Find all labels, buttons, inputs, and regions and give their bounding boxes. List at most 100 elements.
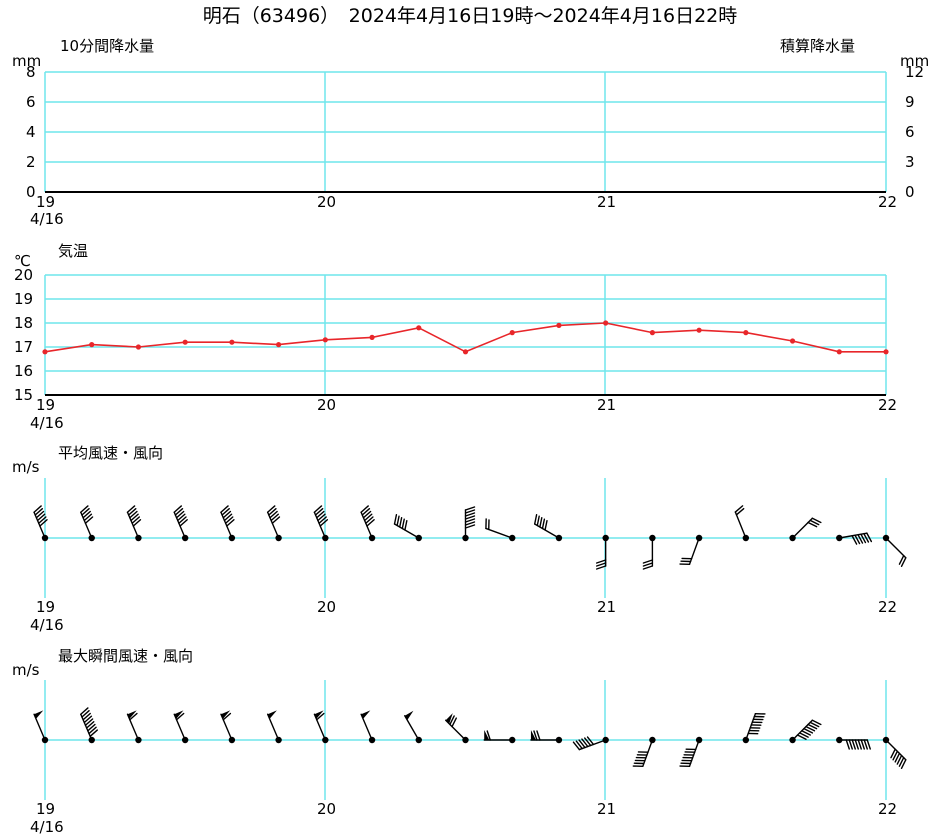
temperature-point [743, 330, 749, 336]
barb-feather [451, 717, 458, 728]
barb-shaft [533, 523, 560, 539]
max-gust-panel: 最大瞬間風速・風向 m/s 19 20 21 22 4/16 [12, 647, 907, 836]
station-dot [789, 736, 796, 744]
barb-feather [81, 710, 90, 718]
barb-feather [642, 565, 654, 570]
x-tick-label: 21 [597, 193, 616, 211]
barb-flag [404, 710, 414, 721]
temperature-panel: 気温 ℃ 15 16 17 18 19 20 19 20 21 22 4/16 [14, 242, 897, 432]
barb-feather [393, 514, 398, 525]
precipitation-plot: 0 2 4 6 8 0 3 6 9 12 19 20 21 22 [26, 63, 924, 211]
wind-barb [679, 534, 703, 566]
wind-barb [266, 505, 282, 542]
max-gust-title: 最大瞬間風速・風向 [58, 647, 193, 665]
wind-barb [483, 730, 516, 744]
x-tick-label: 22 [878, 193, 897, 211]
right-y-tick-label: 9 [905, 93, 915, 111]
wind-barb [642, 534, 656, 570]
barb-feather [866, 532, 873, 543]
barb-feather [268, 508, 277, 516]
barb-flag [127, 710, 137, 719]
station-dot [415, 534, 422, 542]
precipitation-unit-right: mm [900, 52, 929, 70]
barb-feather [892, 750, 899, 761]
barb-shaft [173, 713, 186, 741]
barb-feather [900, 759, 907, 769]
barb-feather [177, 513, 186, 522]
barb-shaft [126, 713, 140, 741]
barb-feather [539, 517, 543, 528]
station-dot [135, 736, 142, 744]
cumulative-precipitation-title: 積算降水量 [780, 37, 855, 55]
temperature-point [509, 330, 515, 336]
barb-feather [39, 519, 48, 527]
x-tick-label: 22 [878, 800, 897, 818]
barb-feather [464, 518, 476, 523]
wind-barb [126, 505, 142, 542]
station-dot [41, 534, 49, 542]
temperature-point [182, 339, 188, 345]
barb-feather [316, 510, 325, 519]
y-tick-label: 8 [26, 63, 36, 81]
barb-feather [464, 524, 476, 529]
barb-shaft [313, 511, 327, 539]
barb-shaft [360, 511, 373, 539]
barb-feather [809, 519, 820, 526]
barb-feather [266, 505, 276, 513]
barb-feather [80, 505, 89, 513]
barb-feather [866, 739, 871, 750]
barb-feather [578, 739, 586, 749]
station-dot [789, 534, 796, 542]
barb-feather [595, 565, 607, 570]
barb-shaft [578, 739, 607, 751]
barb-feather [88, 726, 97, 735]
average-wind-title: 平均風速・風向 [58, 444, 163, 462]
barb-feather [317, 513, 326, 522]
barb-shaft [220, 713, 233, 741]
barb-feather [179, 519, 188, 527]
barb-feather [80, 707, 89, 715]
temperature-point [462, 349, 469, 355]
wind-barb [445, 713, 469, 744]
max-gust-x-date: 4/16 [30, 818, 64, 836]
barb-shaft [80, 511, 93, 539]
wind-barb [632, 736, 656, 768]
temperature-point [135, 344, 142, 350]
station-dot [322, 534, 329, 542]
barb-flag [174, 710, 184, 719]
station-dot [836, 736, 843, 744]
max-gust-unit: m/s [12, 661, 40, 679]
barb-feather [575, 740, 583, 750]
temperature-point [322, 337, 328, 343]
temperature-point [883, 349, 889, 355]
y-tick-label: 4 [26, 123, 36, 141]
temperature-point [649, 330, 655, 336]
x-tick-label: 19 [36, 598, 55, 616]
barb-shaft [642, 739, 654, 768]
barb-feather [224, 516, 234, 524]
barb-feather [894, 752, 901, 763]
y-tick-label: 15 [14, 386, 33, 404]
barb-feather [129, 510, 138, 519]
x-tick-label: 19 [36, 396, 55, 414]
barb-feather [84, 516, 94, 524]
wind-barb [266, 710, 282, 744]
barb-feather [807, 723, 818, 730]
barb-shaft [266, 713, 280, 741]
barb-feather [595, 562, 607, 567]
wind-barb [882, 736, 907, 769]
barb-feather [220, 505, 229, 513]
x-tick-label: 19 [36, 800, 55, 818]
barb-feather [83, 715, 93, 724]
barb-feather [82, 712, 91, 721]
y-tick-label: 2 [26, 153, 36, 171]
wind-barb [882, 534, 907, 567]
barb-feather [544, 520, 548, 531]
max-gust-plot: 19 20 21 22 [33, 680, 907, 818]
barb-feather [801, 730, 811, 736]
temperature-point [556, 322, 562, 328]
wind-barb [313, 505, 329, 542]
barb-feather [854, 739, 859, 750]
x-tick-label: 19 [36, 193, 55, 211]
x-tick-label: 21 [597, 598, 616, 616]
